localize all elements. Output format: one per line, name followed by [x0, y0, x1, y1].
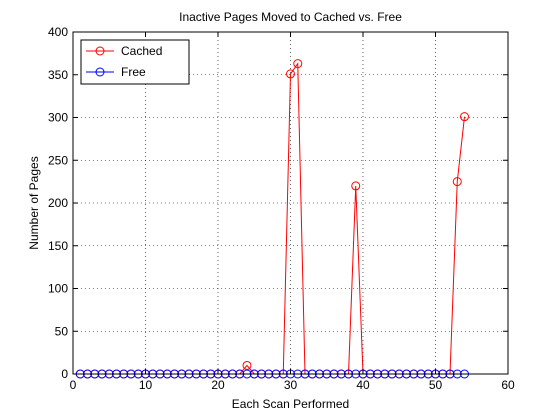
x-tick-label: 40	[356, 378, 370, 392]
x-axis-label: Each Scan Performed	[232, 397, 349, 411]
data-point-cached	[452, 177, 462, 187]
legend-marker-free	[95, 67, 105, 77]
y-tick-label: 200	[48, 196, 68, 210]
x-tick-label: 20	[211, 378, 225, 392]
legend: Cached Free	[80, 39, 190, 85]
chart-title: Inactive Pages Moved to Cached vs. Free	[179, 10, 402, 24]
y-tick-label: 250	[48, 153, 68, 167]
y-tick-label: 350	[48, 68, 68, 82]
x-tick-label: 60	[501, 378, 515, 392]
y-tick-label: 150	[48, 239, 68, 253]
data-point-cached	[351, 181, 361, 191]
legend-label-cached: Cached	[121, 44, 162, 58]
x-tick-label: 0	[70, 378, 77, 392]
x-tick-label: 30	[284, 378, 298, 392]
data-point-cached	[460, 112, 469, 122]
y-tick-label: 50	[55, 324, 69, 338]
y-tick-label: 300	[48, 111, 68, 125]
data-point-cached	[293, 59, 303, 69]
y-tick-label: 100	[48, 282, 68, 296]
data-point-cached	[286, 69, 295, 79]
data-point-cached	[242, 360, 252, 370]
legend-label-free: Free	[121, 65, 146, 79]
y-axis-label: Number of Pages	[27, 156, 41, 249]
legend-marker-cached	[95, 46, 105, 56]
y-tick-label: 0	[61, 367, 68, 381]
x-tick-label: 10	[139, 378, 153, 392]
ticks: 0 10 20 30 40 50 60 0 50 100 150 200 250 300 350 400	[48, 25, 515, 392]
y-tick-label: 400	[48, 25, 68, 39]
x-tick-label: 50	[429, 378, 443, 392]
